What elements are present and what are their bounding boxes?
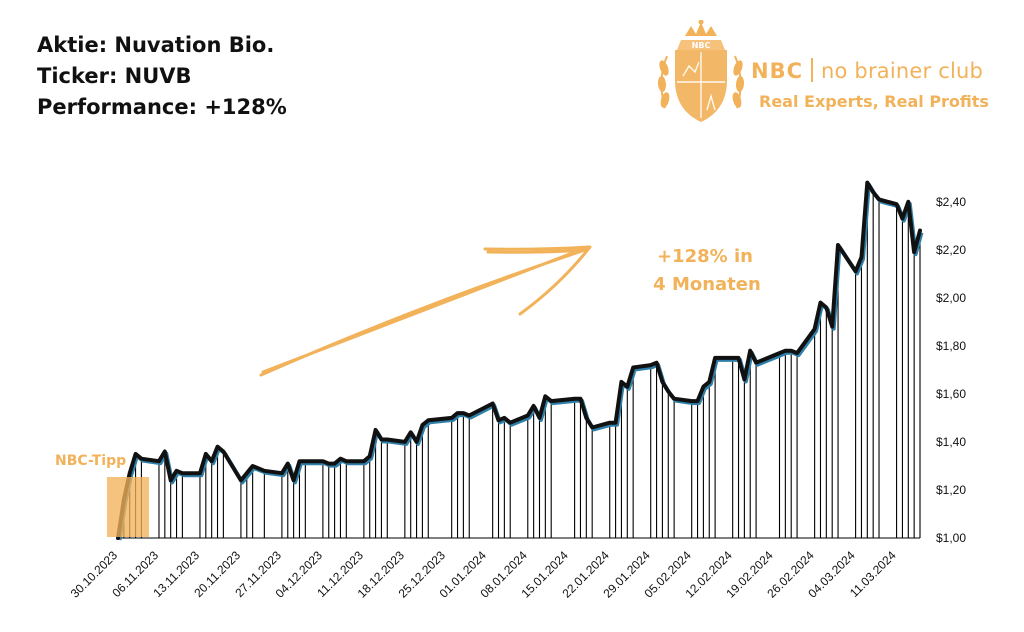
- crest-icon: NBC: [657, 20, 745, 122]
- brand-name-text: no brainer club: [821, 59, 984, 83]
- performance-line: Performance: +128%: [37, 95, 287, 119]
- y-tick-label: $1,20: [936, 483, 966, 497]
- y-tick-label: $1,00: [936, 531, 966, 545]
- brand-name: NBC no brainer club: [751, 58, 983, 83]
- brand-logo: NBC NBC no brainer club Real Experts, Rea…: [655, 20, 995, 130]
- y-tick-label: $1,60: [936, 387, 966, 401]
- trend-arrow-icon: [259, 245, 592, 377]
- annotations: NBC-Tipp +128% in 4 Monaten: [55, 245, 761, 537]
- y-axis: $1,00 $1,20 $1,40 $1,60 $1,80 $2,00 $2,20 $2,40: [936, 195, 966, 545]
- x-axis: 30.10.202306.11.202313.11.202320.11.2023…: [68, 548, 899, 601]
- nbc-tipp-label: NBC-Tipp: [55, 453, 126, 469]
- series-line: [116, 180, 922, 540]
- series-layer: [116, 180, 924, 541]
- series-shadow-line: [117, 182, 924, 541]
- nbc-tipp-marker: [107, 477, 149, 537]
- stock-info: Aktie: Nuvation Bio. Ticker: NUVB Perfor…: [37, 30, 287, 123]
- brand-slogan: Real Experts, Real Profits: [759, 92, 989, 111]
- brand-abbr: NBC: [751, 59, 803, 83]
- ticker-line: Ticker: NUVB: [37, 64, 192, 88]
- performance-note-line1: +128% in: [657, 246, 753, 267]
- stock-name-line: Aktie: Nuvation Bio.: [37, 33, 275, 57]
- performance-note-line2: 4 Monaten: [653, 274, 761, 295]
- y-tick-label: $2,40: [936, 195, 966, 209]
- y-tick-label: $1,80: [936, 339, 966, 353]
- y-tick-label: $1,40: [936, 435, 966, 449]
- y-tick-label: $2,20: [936, 243, 966, 257]
- svg-text:NBC: NBC: [692, 41, 711, 50]
- brand-separator: [811, 58, 813, 82]
- y-tick-label: $2,00: [936, 291, 966, 305]
- drop-lines: [118, 182, 921, 539]
